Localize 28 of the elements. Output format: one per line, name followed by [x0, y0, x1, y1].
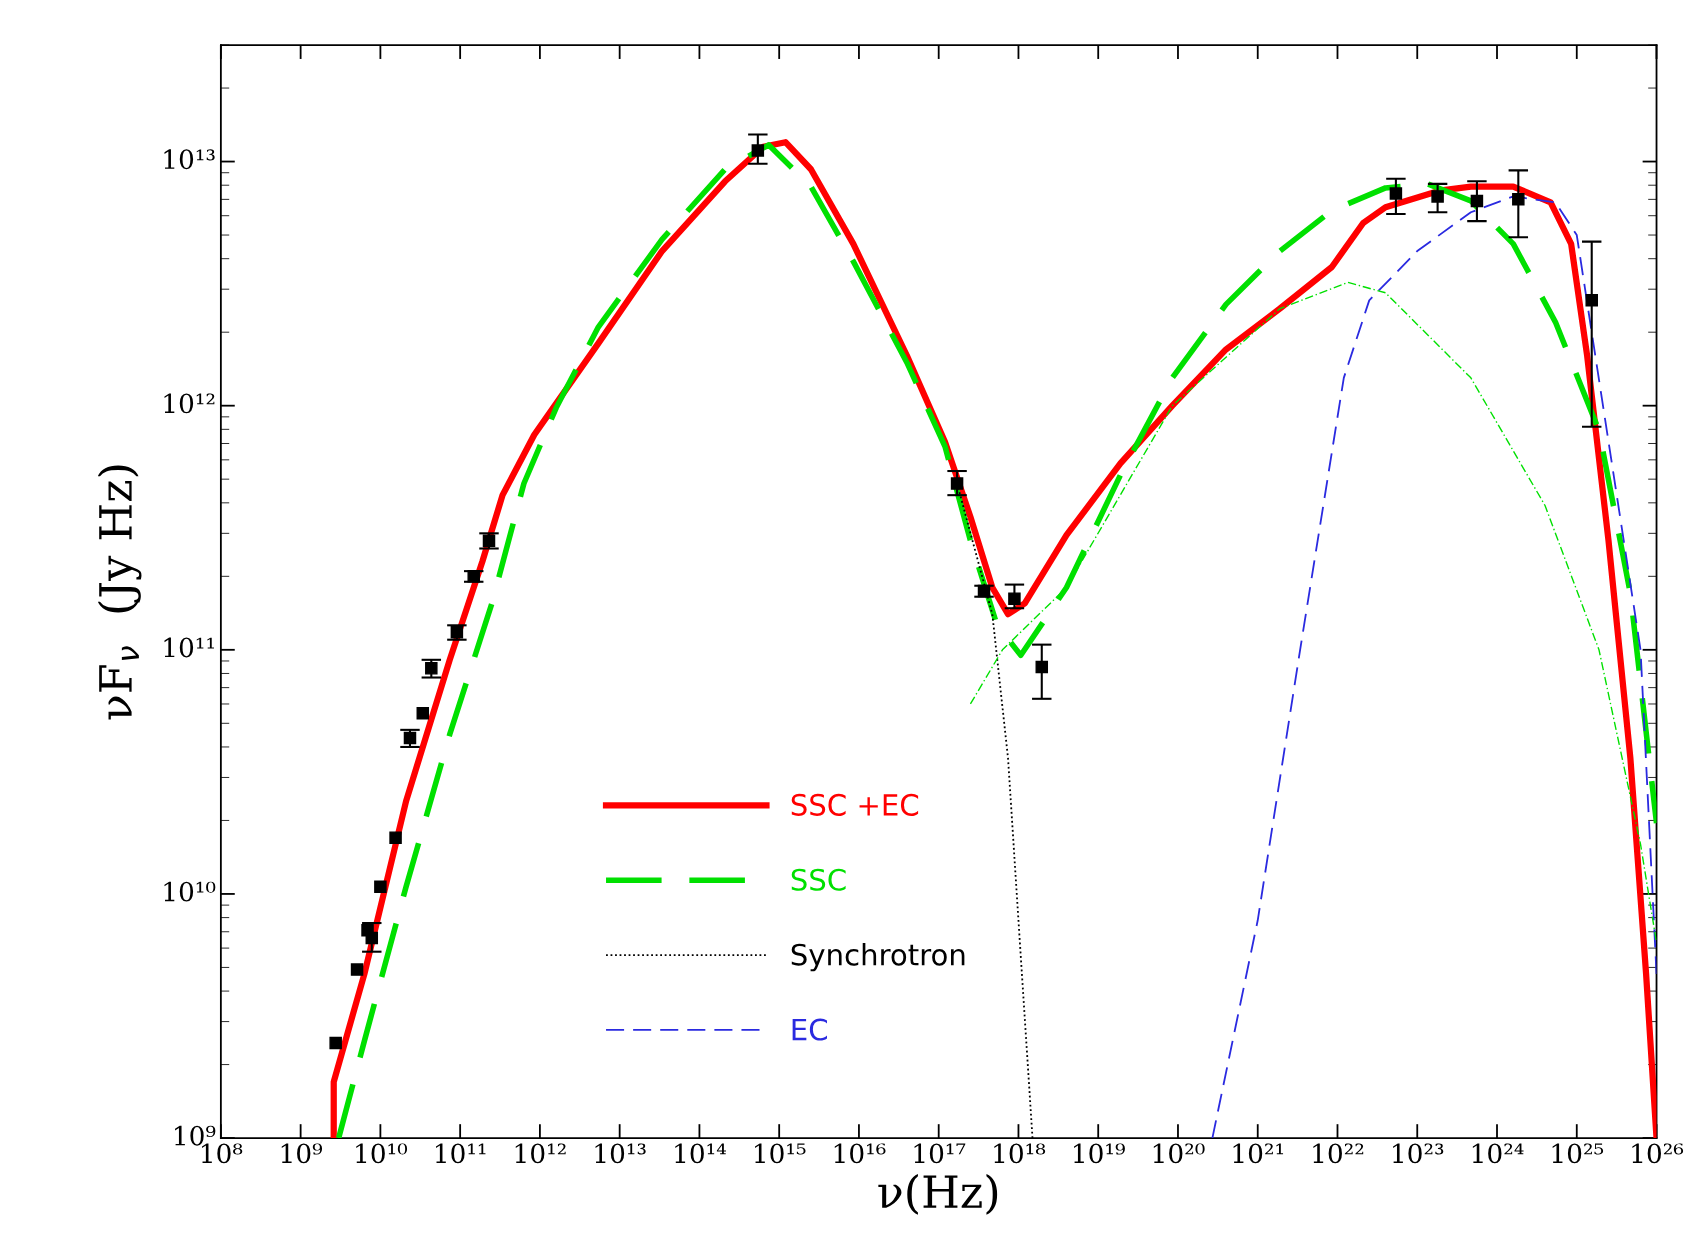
- text: SSC: [791, 868, 846, 891]
- y-tick-label: 10¹⁰: [164, 881, 216, 902]
- x-tick-label: 10¹²: [515, 1143, 566, 1164]
- x-axis-title: ν(Hz): [878, 1174, 998, 1215]
- x-tick-label: 10¹¹: [436, 1143, 486, 1164]
- x-tick-label: 10²³: [1393, 1143, 1444, 1164]
- x-tick-label: 10¹⁵: [755, 1143, 806, 1164]
- text: EC: [792, 1018, 827, 1041]
- x-tick-label: 10¹⁴: [675, 1143, 726, 1164]
- x-tick-label: 10²⁵: [1552, 1143, 1604, 1164]
- x-tick-label: 10¹⁰: [356, 1143, 408, 1164]
- y-axis-title: νF$_{ν}$ (Jy Hz): [97, 465, 142, 720]
- x-tick-label: 10²⁶: [1632, 1143, 1684, 1164]
- x-tick-label: 10⁹: [281, 1143, 323, 1164]
- x-tick-label: 10¹⁷: [914, 1143, 966, 1164]
- x-tick-label: 10²²: [1313, 1143, 1364, 1164]
- x-tick-label: 10²¹: [1233, 1143, 1284, 1164]
- y-tick-label: 10¹²: [164, 393, 215, 414]
- text: SSC +EC: [791, 793, 919, 816]
- x-tick-label: 10¹³: [595, 1143, 646, 1164]
- x-tick-label: 10²⁰: [1153, 1143, 1205, 1164]
- y-tick-label: 10¹³: [164, 149, 215, 170]
- x-tick-label: 10²⁴: [1472, 1143, 1524, 1164]
- y-tick-label: 10¹¹: [164, 637, 214, 658]
- x-tick-label: 10¹⁸: [994, 1143, 1046, 1164]
- series-label: Synchrotron: [791, 943, 965, 972]
- x-tick-label: 10¹⁶: [834, 1143, 886, 1164]
- x-tick-label: 10¹⁹: [1074, 1143, 1125, 1164]
